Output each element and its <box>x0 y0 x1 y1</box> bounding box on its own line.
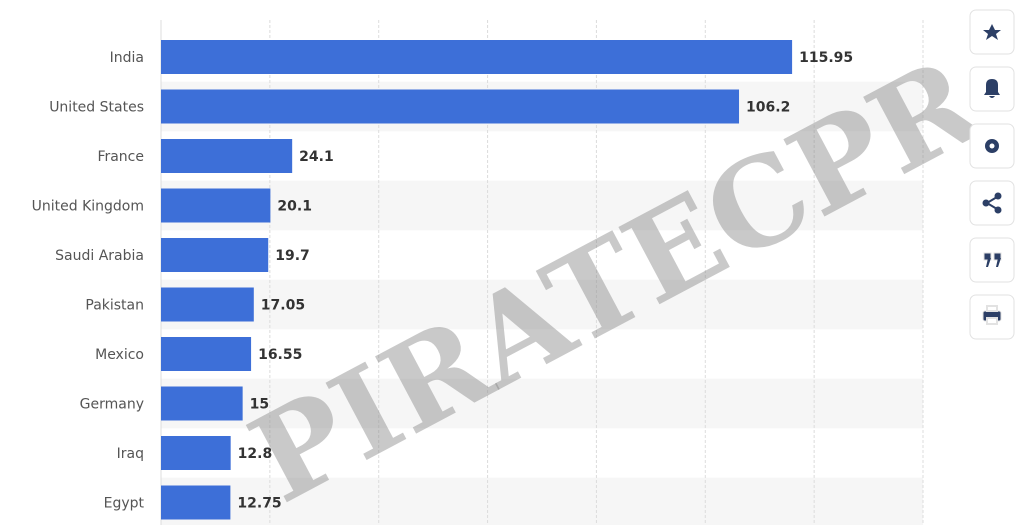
value-label: 16.55 <box>258 347 302 363</box>
row-stripe <box>161 378 923 429</box>
y-tick-label: Egypt <box>104 496 145 512</box>
bar <box>161 238 269 272</box>
settings-button[interactable] <box>969 123 1015 169</box>
value-label: 19.7 <box>275 248 310 264</box>
bar <box>161 485 231 520</box>
row-stripe <box>161 279 923 330</box>
bar <box>161 436 231 470</box>
bar <box>161 337 252 371</box>
bar <box>161 287 254 322</box>
bar <box>161 386 243 421</box>
bar <box>161 139 293 173</box>
bar <box>161 188 271 223</box>
y-tick-label: Germany <box>80 397 144 413</box>
value-label: 106.2 <box>746 100 790 116</box>
value-label: 12.8 <box>238 446 273 462</box>
y-tick-label: United Kingdom <box>32 199 144 215</box>
value-label: 17.05 <box>261 298 305 314</box>
value-label: 15 <box>250 397 269 413</box>
value-label: 24.1 <box>299 149 334 165</box>
bar <box>161 40 793 74</box>
y-tick-label: France <box>97 149 144 165</box>
cite-button[interactable] <box>969 237 1015 283</box>
alert-button[interactable] <box>969 66 1015 112</box>
toolbar <box>969 9 1015 340</box>
star-button[interactable] <box>969 9 1015 55</box>
print-button[interactable] <box>969 294 1015 340</box>
value-label: 115.95 <box>799 50 853 66</box>
y-tick-label: Mexico <box>95 347 144 363</box>
row-stripe <box>161 477 923 528</box>
y-tick-label: Saudi Arabia <box>55 248 144 264</box>
y-tick-label: Pakistan <box>85 298 144 314</box>
row-stripe <box>161 180 923 231</box>
y-tick-label: India <box>110 50 144 66</box>
value-label: 20.1 <box>277 199 312 215</box>
value-label: 12.75 <box>237 496 281 512</box>
y-tick-label: Iraq <box>117 446 144 462</box>
y-tick-label: United States <box>49 100 144 116</box>
bar <box>161 89 740 124</box>
share-button[interactable] <box>969 180 1015 226</box>
plot-area: India 115.95 United States 106.2 France 24.1 U… <box>32 20 924 528</box>
